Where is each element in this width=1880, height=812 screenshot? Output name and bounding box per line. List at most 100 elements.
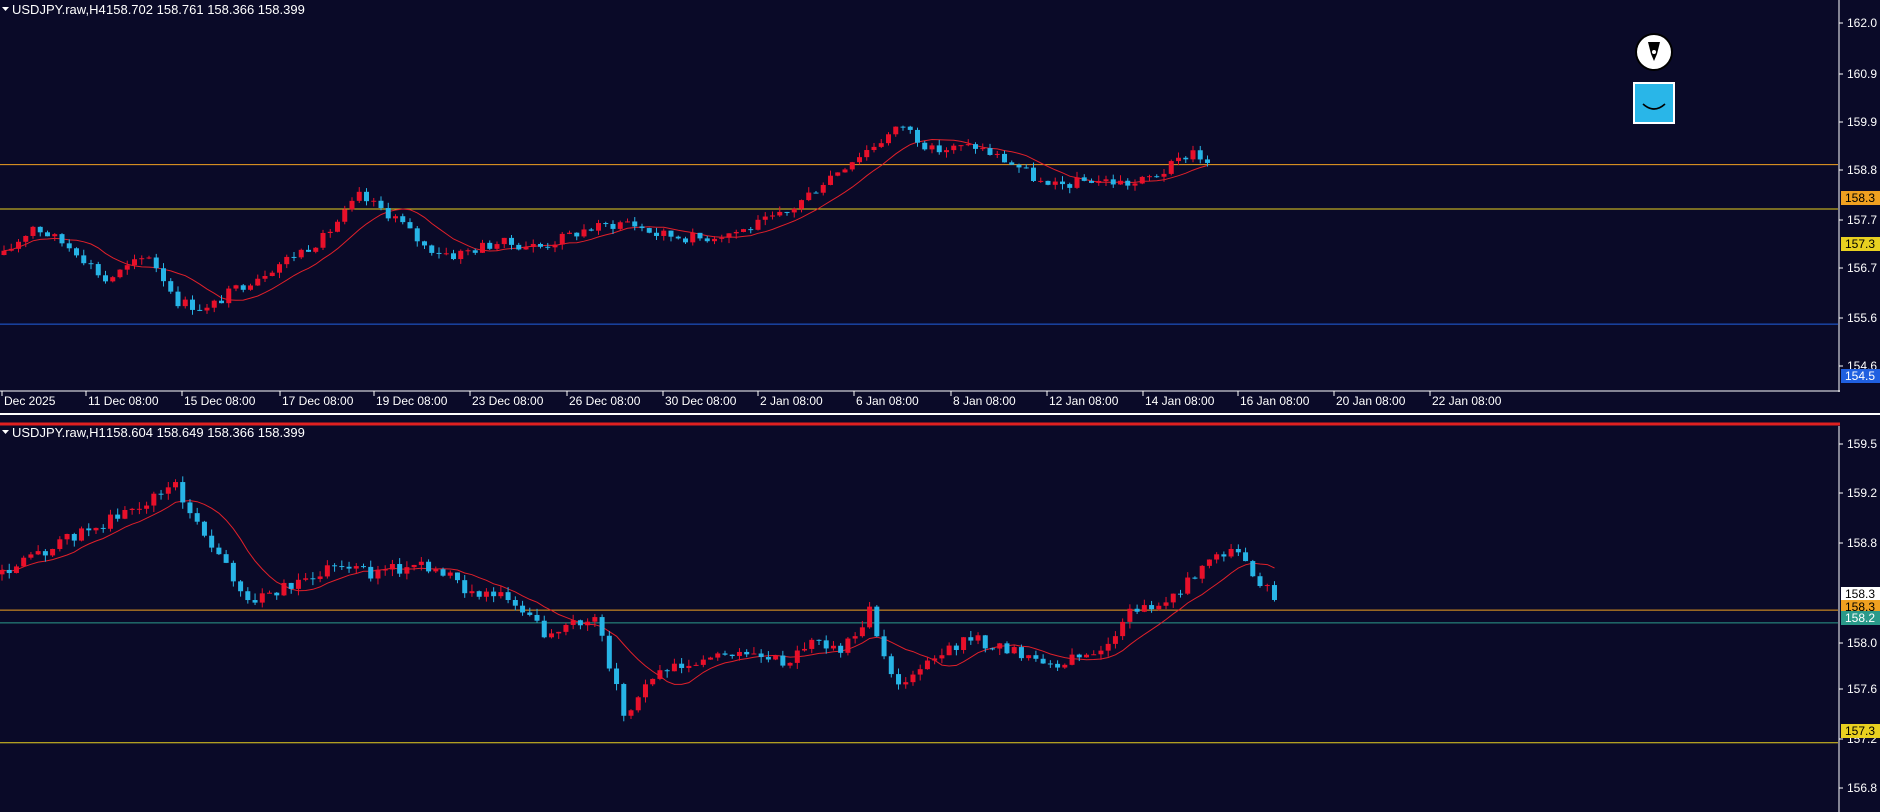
candle-body (1062, 664, 1068, 668)
candle-body (548, 633, 554, 638)
candle-body (8, 248, 14, 251)
candle-body (1177, 593, 1183, 595)
candle-body (414, 228, 420, 242)
candle-body (324, 565, 330, 577)
candle-body (93, 527, 99, 531)
candle-body (71, 534, 77, 541)
candle-body (219, 300, 224, 304)
candle-body (632, 221, 638, 227)
smile-button[interactable] (1633, 82, 1675, 124)
candle-body (240, 285, 246, 290)
candle-body (799, 200, 804, 209)
candle-body (690, 232, 696, 243)
candle-body (175, 291, 181, 307)
candle-body (951, 145, 957, 151)
candle-body (1004, 643, 1010, 654)
collapse-arrow-icon (2, 430, 9, 434)
candle-body (545, 246, 551, 248)
candle-body (165, 487, 171, 494)
candle-body (23, 235, 29, 242)
candle-body (1271, 585, 1277, 600)
candle-body (773, 655, 779, 660)
candle-body (158, 493, 164, 495)
candle-body (621, 684, 627, 716)
candle-body (1264, 585, 1270, 587)
candle-body (719, 237, 725, 239)
candle-body (1033, 655, 1039, 659)
candle-body (1016, 164, 1022, 168)
candle-body (982, 635, 988, 649)
time-axis-label: 19 Dec 08:00 (376, 394, 448, 408)
candle-body (1009, 162, 1015, 165)
candle-body (209, 535, 215, 548)
candle-body (588, 229, 594, 231)
price-tag-box (1841, 611, 1880, 625)
panel-ohlc: 158.604 158.649 158.366 158.399 (106, 425, 305, 440)
candle-body (13, 566, 19, 574)
price-tag-label: 158.3 (1845, 600, 1875, 614)
candle-body (407, 222, 413, 229)
moving-average-line (1, 500, 1275, 685)
candle-body (585, 621, 591, 626)
candle-body (400, 216, 406, 223)
candle-body (657, 670, 663, 679)
candle-body (491, 591, 497, 597)
pen-tool-button[interactable] (1634, 32, 1674, 72)
candle-body (1096, 180, 1102, 183)
candle-body (211, 300, 217, 308)
candle-body (671, 663, 677, 672)
candle-body (182, 299, 188, 307)
price-tag-box (1841, 369, 1880, 383)
candle-body (277, 264, 282, 273)
candle-body (339, 566, 345, 568)
candle-body (639, 226, 645, 229)
candle-body (791, 208, 797, 213)
candle-body (987, 148, 993, 155)
candle-body (1076, 654, 1082, 658)
candle-body (1134, 608, 1140, 612)
panel-symbol: USDJPY.raw,H4 (12, 2, 106, 17)
candle-body (614, 668, 620, 685)
candle-body (888, 656, 894, 675)
candle-body (100, 527, 106, 529)
candle-body (741, 229, 746, 232)
candle-body (1127, 608, 1133, 622)
candle-body (252, 600, 258, 603)
candle-body (262, 275, 268, 279)
candle-body (1023, 167, 1029, 169)
candle-body (267, 592, 273, 594)
candle-body (6, 569, 12, 574)
candle-body (411, 564, 417, 568)
candle-body (973, 144, 978, 149)
candle-body (762, 216, 768, 220)
candle-body (859, 627, 865, 637)
candle-body (936, 145, 942, 153)
candle-body (462, 580, 468, 594)
candle-body (910, 674, 916, 683)
candle-body (190, 299, 195, 310)
collapse-arrow-icon (2, 7, 9, 11)
candle-body (581, 229, 587, 237)
price-tag-box (1841, 600, 1880, 614)
candle-body (498, 592, 504, 597)
candle-body (512, 599, 518, 606)
candle-body (1205, 159, 1210, 163)
candle-body (646, 228, 652, 233)
candle-body (88, 263, 94, 265)
price-tag-label: 158.3 (1845, 587, 1875, 601)
candle-body (255, 278, 261, 286)
candle-body (1147, 176, 1152, 178)
candle-body (124, 265, 130, 270)
candle-body (393, 216, 398, 219)
candle-body (153, 257, 159, 269)
candle-body (990, 648, 996, 650)
candle-body (161, 268, 166, 282)
candle-body (867, 606, 873, 628)
candle-body (958, 145, 964, 147)
candle-body (1055, 663, 1061, 668)
candle-body (180, 482, 186, 503)
candle-body (103, 275, 108, 282)
candle-body (1084, 654, 1089, 658)
candle-body (50, 548, 56, 556)
